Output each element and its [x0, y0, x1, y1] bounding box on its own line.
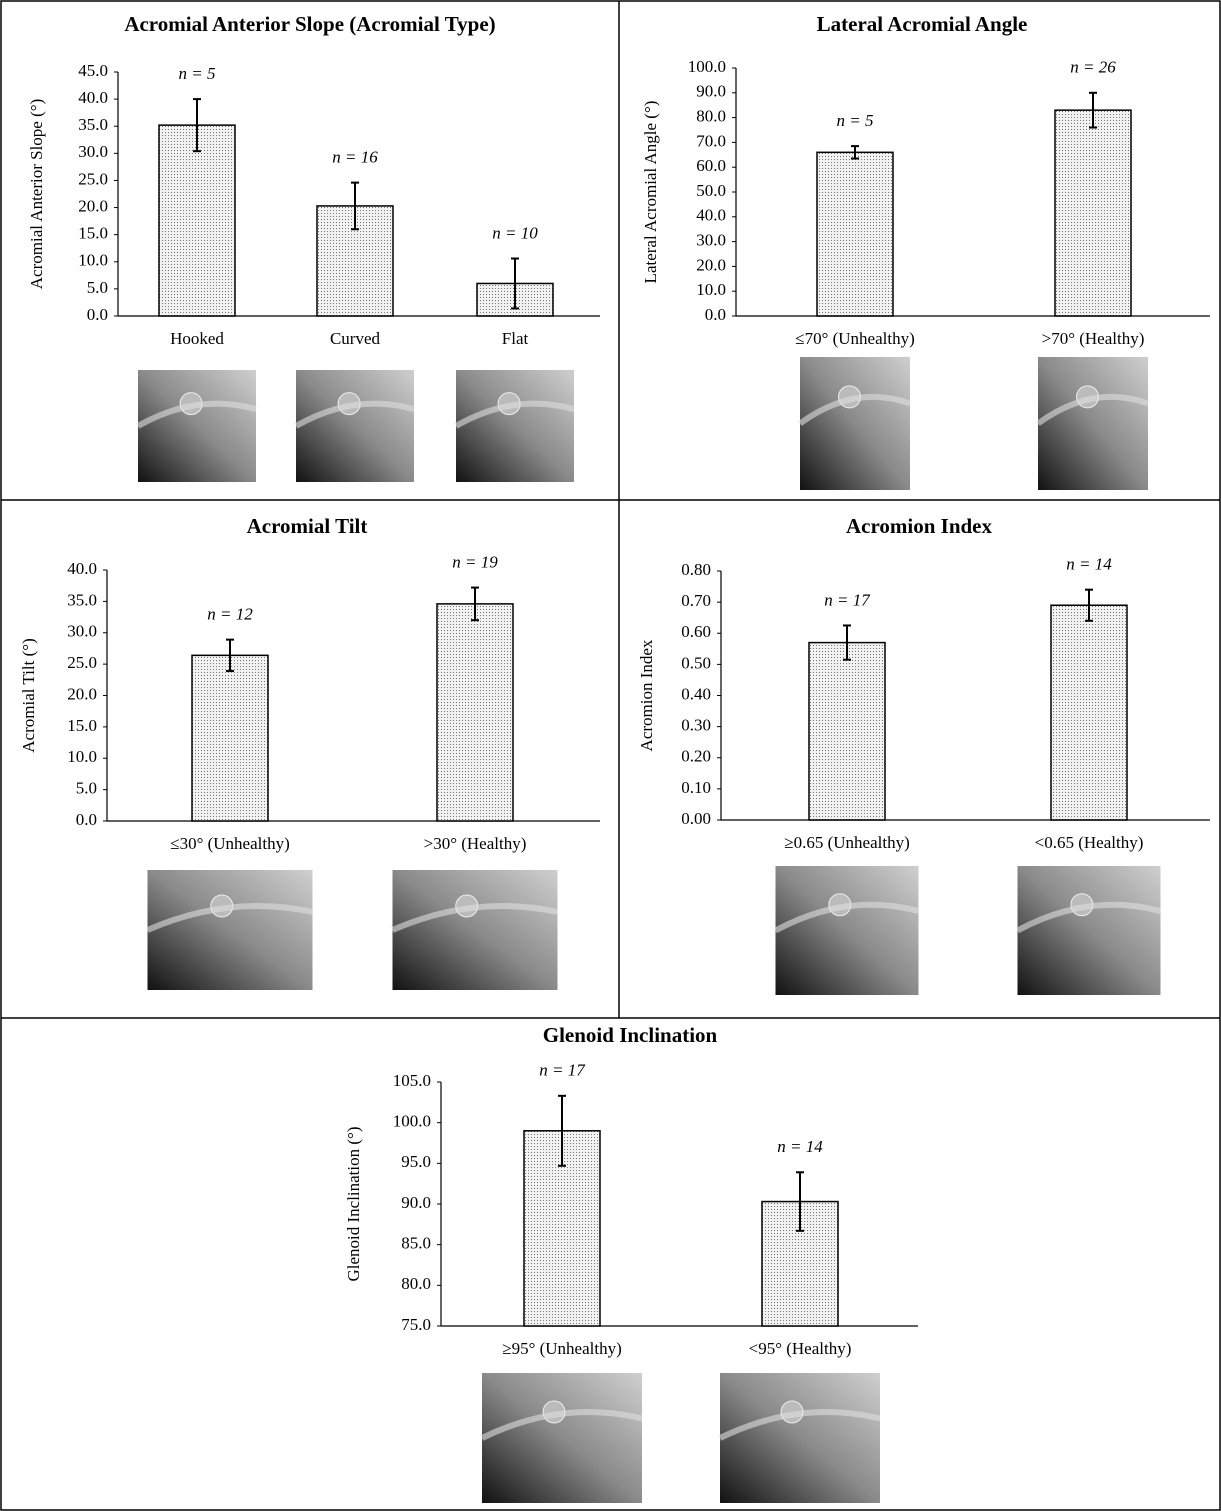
- y-tick-label: 20.0: [67, 684, 97, 703]
- y-tick-label: 10.0: [78, 251, 108, 270]
- y-tick-label: 40.0: [78, 88, 108, 107]
- y-tick-label: 105.0: [393, 1071, 431, 1090]
- x-tick-label: ≤70° (Unhealthy): [795, 329, 915, 348]
- xray-image: [456, 370, 574, 482]
- y-tick-label: 75.0: [401, 1315, 431, 1334]
- y-tick-label: 20.0: [696, 255, 726, 274]
- y-tick-label: 0.0: [76, 810, 97, 829]
- y-tick-label: 0.40: [681, 684, 711, 703]
- y-tick-label: 30.0: [696, 231, 726, 250]
- sample-size: n = 19: [452, 552, 498, 571]
- y-tick-label: 0.0: [87, 305, 108, 324]
- y-axis-label: Glenoid Inclination (°): [344, 1126, 363, 1281]
- x-tick-label: <95° (Healthy): [749, 1339, 852, 1358]
- y-axis-label: Acromial Anterior Slope (°): [27, 99, 46, 289]
- sample-size: n = 12: [207, 605, 253, 624]
- y-tick-label: 0.80: [681, 560, 711, 579]
- bar: [437, 604, 513, 821]
- chart-title: Glenoid Inclination: [543, 1023, 718, 1047]
- bar: [817, 152, 893, 316]
- y-tick-label: 5.0: [76, 779, 97, 798]
- y-tick-label: 60.0: [696, 156, 726, 175]
- xray-image: [720, 1373, 880, 1503]
- xray-image: [776, 866, 919, 995]
- y-axis-label: Acromial Tilt (°): [19, 638, 38, 752]
- y-axis-label: Lateral Acromial Angle (°): [641, 101, 660, 284]
- bar: [809, 643, 885, 820]
- y-tick-label: 45.0: [78, 61, 108, 80]
- bar: [159, 125, 235, 316]
- sample-size: n = 14: [1066, 555, 1112, 574]
- x-tick-label: <0.65 (Healthy): [1035, 833, 1144, 852]
- y-tick-label: 90.0: [696, 82, 726, 101]
- y-tick-label: 0.60: [681, 622, 711, 641]
- xray-image: [138, 370, 256, 482]
- y-tick-label: 15.0: [67, 716, 97, 735]
- y-tick-label: 15.0: [78, 224, 108, 243]
- sample-size: n = 10: [492, 223, 538, 242]
- x-tick-label: >30° (Healthy): [424, 834, 527, 853]
- y-tick-label: 35.0: [67, 590, 97, 609]
- y-tick-label: 0.20: [681, 747, 711, 766]
- y-tick-label: 80.0: [401, 1274, 431, 1293]
- y-tick-label: 50.0: [696, 181, 726, 200]
- xray-image: [1038, 357, 1148, 490]
- y-tick-label: 10.0: [696, 280, 726, 299]
- x-tick-label: Flat: [502, 329, 529, 348]
- y-tick-label: 85.0: [401, 1234, 431, 1253]
- sample-size: n = 17: [824, 590, 871, 609]
- sample-size: n = 5: [179, 64, 216, 83]
- xray-image: [148, 870, 313, 990]
- y-tick-label: 70.0: [696, 131, 726, 150]
- y-tick-label: 0.70: [681, 591, 711, 610]
- x-tick-label: Curved: [330, 329, 381, 348]
- y-tick-label: 30.0: [67, 622, 97, 641]
- chart-title: Acromial Anterior Slope (Acromial Type): [124, 12, 495, 36]
- xray-image: [800, 357, 910, 490]
- y-tick-label: 0.30: [681, 716, 711, 735]
- y-tick-label: 95.0: [401, 1152, 431, 1171]
- y-tick-label: 0.0: [705, 305, 726, 324]
- sample-size: n = 16: [332, 148, 378, 167]
- y-tick-label: 0.00: [681, 809, 711, 828]
- y-tick-label: 40.0: [696, 206, 726, 225]
- y-tick-label: 30.0: [78, 142, 108, 161]
- y-tick-label: 25.0: [78, 169, 108, 188]
- xray-image: [1018, 866, 1161, 995]
- chart-title: Acromial Tilt: [247, 514, 368, 538]
- y-tick-label: 20.0: [78, 196, 108, 215]
- figure: Acromial Anterior Slope (Acromial Type) A…: [0, 0, 1221, 1511]
- y-tick-label: 40.0: [67, 559, 97, 578]
- y-tick-label: 100.0: [688, 57, 726, 76]
- xray-image: [482, 1373, 642, 1503]
- y-tick-label: 10.0: [67, 747, 97, 766]
- y-tick-label: 25.0: [67, 653, 97, 672]
- xray-image: [296, 370, 414, 482]
- bar: [1051, 605, 1127, 820]
- y-tick-label: 0.10: [681, 778, 711, 797]
- xray-image: [393, 870, 558, 990]
- x-tick-label: >70° (Healthy): [1042, 329, 1145, 348]
- y-tick-label: 80.0: [696, 107, 726, 126]
- y-tick-label: 35.0: [78, 115, 108, 134]
- sample-size: n = 26: [1070, 58, 1116, 77]
- x-tick-label: ≤30° (Unhealthy): [170, 834, 290, 853]
- bar: [1055, 110, 1131, 316]
- y-tick-label: 100.0: [393, 1112, 431, 1131]
- sample-size: n = 14: [777, 1137, 823, 1156]
- chart-title: Lateral Acromial Angle: [817, 12, 1028, 36]
- x-tick-label: ≥95° (Unhealthy): [502, 1339, 622, 1358]
- sample-size: n = 5: [837, 111, 874, 130]
- y-tick-label: 90.0: [401, 1193, 431, 1212]
- y-axis-label: Acromion Index: [637, 639, 656, 751]
- y-tick-label: 5.0: [87, 278, 108, 297]
- sample-size: n = 17: [539, 1061, 586, 1080]
- bar: [192, 655, 268, 821]
- x-tick-label: ≥0.65 (Unhealthy): [784, 833, 909, 852]
- chart-title: Acromion Index: [846, 514, 993, 538]
- x-tick-label: Hooked: [170, 329, 224, 348]
- y-tick-label: 0.50: [681, 653, 711, 672]
